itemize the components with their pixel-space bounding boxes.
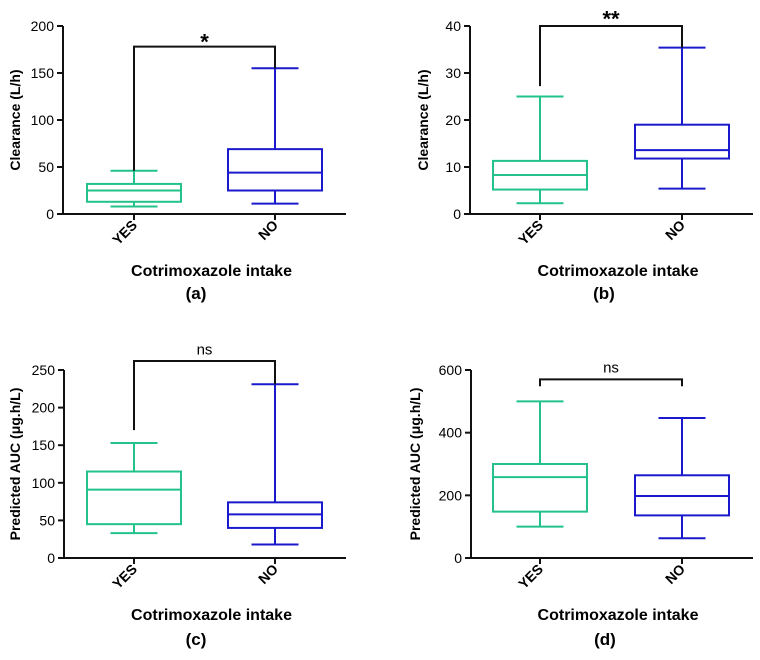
significance-bracket — [539, 378, 683, 387]
box-no — [634, 46, 730, 190]
y-tick-label: 100 — [32, 475, 56, 491]
box-no — [634, 416, 730, 540]
y-tick-label: 0 — [47, 550, 55, 566]
y-tick-label: 200 — [31, 18, 55, 34]
x-tick-label-no: NO — [255, 217, 281, 243]
y-axis-title: Clearance (L/h) — [7, 69, 23, 170]
y-tick-label: 200 — [439, 487, 463, 503]
x-tick-label-yes: YES — [109, 217, 140, 248]
panel-b: 0 10 20 30 40 YES NO Clearance (L/h) Cotrimoxazo… — [415, 6, 753, 303]
y-axis-title: Predicted AUC (μg.h/L) — [7, 388, 23, 541]
box-iqr — [634, 123, 730, 160]
significance-bracket — [539, 25, 683, 87]
significance-bracket — [133, 359, 276, 431]
box-no — [227, 67, 323, 205]
y-tick-label: 250 — [32, 362, 56, 378]
box-iqr — [86, 182, 182, 203]
significance-label: ns — [603, 359, 619, 376]
panel-caption: (b) — [593, 284, 615, 303]
y-tick-label: 30 — [445, 65, 461, 81]
y-tick-label: 150 — [31, 65, 55, 81]
y-tick-label: 400 — [439, 425, 463, 441]
x-axis-title: Cotrimoxazole intake — [131, 263, 292, 280]
box-yes — [492, 400, 588, 528]
y-tick-label: 0 — [46, 206, 54, 222]
box-iqr — [86, 470, 182, 526]
x-tick-label-yes: YES — [515, 217, 546, 248]
significance-label: * — [200, 29, 209, 54]
x-axis-title: Cotrimoxazole intake — [538, 263, 699, 280]
x-axis-title: Cotrimoxazole intake — [131, 607, 292, 624]
x-tick-label-no: NO — [255, 561, 281, 587]
y-tick-label: 0 — [454, 550, 462, 566]
box-no — [227, 383, 323, 546]
box-iqr — [492, 463, 588, 513]
panel-caption: (d) — [594, 630, 616, 649]
panel-c: 0 50 100 150 200 250 YES NO Predicted AUC (μg.h/… — [7, 341, 346, 649]
box-iqr — [227, 148, 323, 192]
y-tick-label: 0 — [453, 206, 461, 222]
y-axis-title: Clearance (L/h) — [415, 69, 431, 170]
y-tick-label: 20 — [445, 112, 461, 128]
x-tick-label-yes: YES — [109, 561, 140, 592]
panel-a: 0 50 100 150 200 YES NO Clearance (L/h) Cotrimox… — [7, 18, 346, 303]
y-tick-label: 200 — [32, 400, 56, 416]
box-yes — [86, 169, 182, 208]
y-tick-label: 150 — [32, 437, 56, 453]
x-tick-label-yes: YES — [515, 561, 546, 592]
x-tick-label-no: NO — [662, 561, 688, 587]
x-tick-label-no: NO — [662, 217, 688, 243]
y-tick-label: 50 — [38, 159, 54, 175]
y-tick-label: 600 — [439, 362, 463, 378]
box-yes — [492, 95, 588, 205]
significance-bracket — [133, 45, 276, 171]
panel-caption: (c) — [186, 630, 207, 649]
y-axis-title: Predicted AUC (μg.h/L) — [407, 388, 423, 541]
panel-caption: (a) — [186, 284, 207, 303]
box-yes — [86, 441, 182, 535]
panel-d: 0 200 400 600 YES NO Predicted AUC (μg.h/L) Cot… — [407, 359, 753, 649]
x-axis-title: Cotrimoxazole intake — [538, 607, 699, 624]
y-tick-label: 40 — [445, 18, 461, 34]
y-tick-label: 10 — [445, 159, 461, 175]
significance-label: ns — [197, 341, 213, 358]
y-tick-label: 100 — [31, 112, 55, 128]
significance-label: ** — [602, 6, 620, 31]
y-tick-label: 50 — [39, 512, 55, 528]
